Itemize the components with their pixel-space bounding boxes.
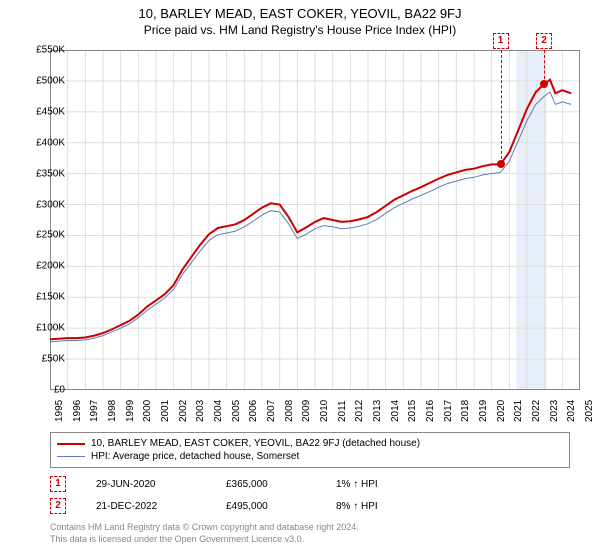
x-tick-label: 2018 [460, 400, 471, 422]
x-tick-label: 2003 [195, 400, 206, 422]
y-tick-label: £450K [36, 106, 65, 117]
legend-item-2: HPI: Average price, detached house, Some… [57, 450, 563, 463]
y-tick-label: £200K [36, 261, 65, 272]
x-tick-label: 2013 [372, 400, 383, 422]
chart-marker-label: 2 [536, 30, 552, 49]
x-tick-label: 2022 [531, 400, 542, 422]
x-tick-label: 2009 [301, 400, 312, 422]
x-tick-label: 2011 [337, 400, 348, 422]
annotation-marker-1: 1 [50, 476, 66, 492]
x-tick-label: 2017 [443, 400, 454, 422]
x-tick-label: 1999 [125, 400, 136, 422]
x-tick-label: 2024 [566, 400, 577, 422]
annotation-row-2: 2 21-DEC-2022 £495,000 8% ↑ HPI [50, 498, 570, 514]
annotation-marker-2: 2 [50, 498, 66, 514]
annotation-delta-1: 1% ↑ HPI [336, 479, 378, 490]
y-tick-label: £250K [36, 230, 65, 241]
annotation-date-1: 29-JUN-2020 [96, 479, 226, 490]
annotation-price-2: £495,000 [226, 501, 336, 512]
annotation-row-1: 1 29-JUN-2020 £365,000 1% ↑ HPI [50, 476, 570, 492]
y-tick-label: £0 [54, 385, 65, 396]
x-tick-label: 2000 [142, 400, 153, 422]
x-tick-label: 2016 [425, 400, 436, 422]
x-tick-label: 2002 [178, 400, 189, 422]
y-tick-label: £150K [36, 292, 65, 303]
x-tick-label: 2014 [390, 400, 401, 422]
legend-swatch-2 [57, 456, 85, 457]
annotation-delta-2: 8% ↑ HPI [336, 501, 378, 512]
legend-swatch-1 [57, 443, 85, 445]
y-tick-label: £350K [36, 168, 65, 179]
chart-plot-area: 12 [50, 50, 580, 390]
x-tick-label: 1997 [89, 400, 100, 422]
y-tick-label: £50K [42, 354, 65, 365]
chart-data-point [540, 80, 548, 88]
y-tick-label: £100K [36, 323, 65, 334]
chart-data-point [497, 160, 505, 168]
chart-title: 10, BARLEY MEAD, EAST COKER, YEOVIL, BA2… [0, 0, 600, 21]
y-tick-label: £300K [36, 199, 65, 210]
x-tick-label: 2006 [248, 400, 259, 422]
x-tick-label: 2015 [407, 400, 418, 422]
x-tick-label: 2001 [160, 400, 171, 422]
annotation-date-2: 21-DEC-2022 [96, 501, 226, 512]
x-tick-label: 2020 [496, 400, 507, 422]
legend-label-1: 10, BARLEY MEAD, EAST COKER, YEOVIL, BA2… [91, 438, 420, 449]
x-tick-label: 1996 [72, 400, 83, 422]
x-tick-label: 1995 [54, 400, 65, 422]
x-tick-label: 2019 [478, 400, 489, 422]
x-tick-label: 2025 [584, 400, 595, 422]
x-tick-label: 2005 [231, 400, 242, 422]
footnote-1: Contains HM Land Registry data © Crown c… [50, 522, 570, 534]
x-tick-label: 2008 [284, 400, 295, 422]
x-tick-label: 1998 [107, 400, 118, 422]
legend-item-1: 10, BARLEY MEAD, EAST COKER, YEOVIL, BA2… [57, 437, 563, 450]
x-tick-label: 2004 [213, 400, 224, 422]
y-tick-label: £500K [36, 75, 65, 86]
annotation-price-1: £365,000 [226, 479, 336, 490]
chart-marker-label: 1 [493, 30, 509, 49]
x-tick-label: 2012 [354, 400, 365, 422]
legend-label-2: HPI: Average price, detached house, Some… [91, 451, 299, 462]
x-tick-label: 2021 [513, 400, 524, 422]
x-tick-label: 2010 [319, 400, 330, 422]
footnote-2: This data is licensed under the Open Gov… [50, 534, 570, 546]
y-tick-label: £550K [36, 45, 65, 56]
chart-subtitle: Price paid vs. HM Land Registry's House … [0, 21, 600, 41]
x-tick-label: 2007 [266, 400, 277, 422]
legend: 10, BARLEY MEAD, EAST COKER, YEOVIL, BA2… [50, 432, 570, 468]
y-tick-label: £400K [36, 137, 65, 148]
x-tick-label: 2023 [549, 400, 560, 422]
